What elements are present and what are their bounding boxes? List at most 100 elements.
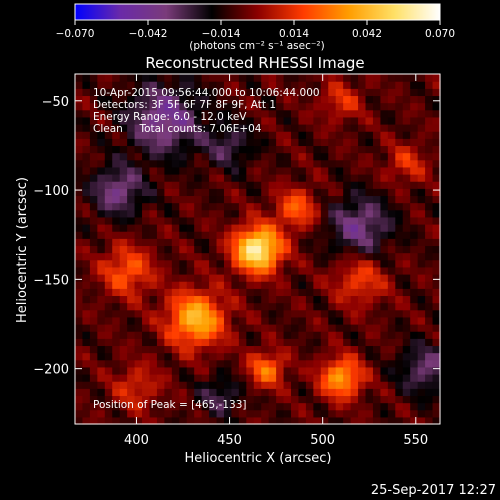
heatmap-cell [291,388,300,397]
heatmap-cell [268,395,277,404]
heatmap-cell [127,416,136,425]
heatmap-cell [268,102,277,111]
heatmap-cell [149,131,158,139]
heatmap-cell [365,102,374,111]
heatmap-cell [387,309,396,318]
heatmap-cell [112,374,121,382]
heatmap-cell [387,345,396,354]
heatmap-cell [186,88,195,97]
heatmap-cell [402,74,411,82]
heatmap-cell [417,81,426,89]
heatmap-cell [149,195,158,204]
heatmap-cell [291,74,300,82]
heatmap-cell [216,295,225,304]
heatmap-cell [127,124,136,132]
heatmap-cell [320,338,329,347]
heatmap-cell [82,259,91,268]
heatmap-cell [97,281,106,289]
heatmap-cell [276,145,285,154]
heatmap-cell [253,281,262,289]
heatmap-cell [142,395,151,404]
heatmap-cell [343,124,352,132]
heatmap-cell [112,409,121,418]
heatmap-cell [276,259,285,268]
heatmap-cell [201,324,210,332]
heatmap-cell [365,359,374,368]
heatmap-cell [410,81,419,89]
heatmap-cell [156,288,165,297]
heatmap-cell [328,224,337,232]
heatmap-cell [238,309,247,318]
heatmap-cell [75,102,84,111]
heatmap-cell [261,109,270,118]
heatmap-cell [298,345,307,354]
heatmap-cell [209,202,218,211]
heatmap-cell [231,238,240,247]
heatmap-cell [261,259,270,268]
heatmap-cell [186,259,195,268]
heatmap-cell [261,159,270,168]
heatmap-cell [89,109,98,118]
heatmap-cell [372,124,382,132]
heatmap-cell [380,88,389,97]
heatmap-cell [119,274,128,282]
heatmap-cell [186,409,195,418]
heatmap-cell [268,288,277,297]
heatmap-cell [328,109,337,118]
x-tick-label: 450 [217,433,242,448]
heatmap-cell [149,288,158,297]
heatmap-cell [276,81,285,89]
heatmap-cell [164,238,173,247]
heatmap-cell [112,388,121,397]
heatmap-cell [104,174,113,182]
heatmap-cell [283,88,292,97]
heatmap-cell [127,381,136,389]
heatmap-cell [97,266,106,275]
heatmap-cell [313,224,322,232]
heatmap-cell [410,359,419,368]
heatmap-cell [231,245,240,254]
heatmap-cell [231,352,240,361]
heatmap-cell [328,345,337,354]
heatmap-cell [134,202,143,211]
heatmap-cell [104,352,113,361]
heatmap-cell [343,181,352,189]
heatmap-cell [223,259,233,268]
heatmap-cell [425,281,434,289]
heatmap-cell [410,181,419,189]
heatmap-cell [358,188,367,197]
heatmap-cell [365,109,374,118]
heatmap-cell [179,124,188,132]
heatmap-cell [276,366,285,375]
heatmap-cell [372,195,382,204]
heatmap-cell [134,109,143,118]
heatmap-cell [261,366,270,375]
heatmap-cell [104,74,113,82]
heatmap-cell [104,281,113,289]
heatmap-cell [119,174,128,182]
heatmap-cell [313,174,322,182]
heatmap-cell [268,381,277,389]
heatmap-cell [179,181,188,189]
heatmap-cell [186,309,195,318]
heatmap-cell [268,416,277,425]
heatmap-cell [343,381,352,389]
heatmap-cell [425,166,434,175]
heatmap-cell [358,288,367,297]
heatmap-cell [298,95,307,104]
heatmap-cell [246,245,255,254]
heatmap-cell [291,238,300,247]
heatmap-cell [142,102,151,111]
heatmap-cell [313,288,322,297]
heatmap-cell [387,81,396,89]
heatmap-cell [119,331,128,339]
heatmap-cell [372,338,382,347]
heatmap-cell [395,224,404,232]
heatmap-cell [253,274,262,282]
heatmap-cell [164,188,173,197]
heatmap-cell [142,174,151,182]
heatmap-cell [201,209,210,218]
heatmap-cell [75,238,84,247]
heatmap-cell [343,388,352,397]
heatmap-cell [432,281,441,289]
